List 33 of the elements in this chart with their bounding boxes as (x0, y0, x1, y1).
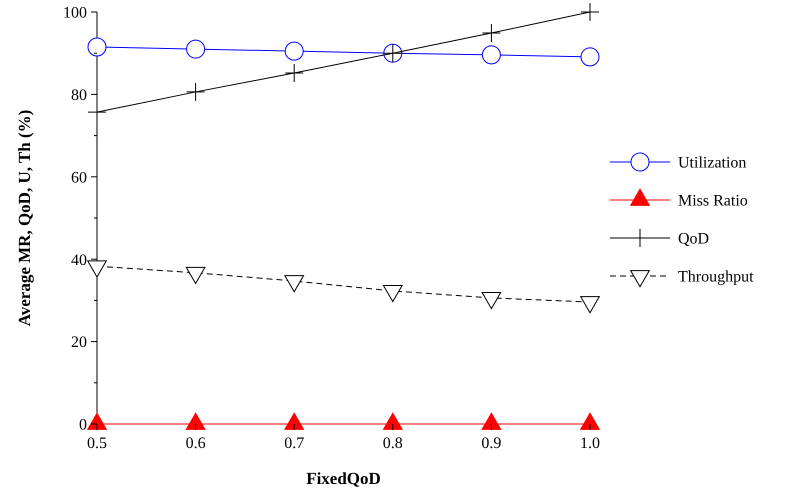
point (382, 412, 403, 430)
point (580, 412, 600, 430)
y-tick-label: 40 (71, 252, 87, 269)
x-tick-label: 1.0 (580, 435, 600, 452)
x-axis-title: FixedQoD (306, 469, 381, 488)
point (186, 82, 206, 102)
point (284, 412, 304, 430)
point (186, 412, 206, 430)
point (482, 24, 501, 43)
x-tick-label: 0.6 (186, 435, 206, 452)
y-tick-label: 80 (71, 87, 87, 104)
point (580, 2, 600, 22)
y-axis-title: Average MR, QoD, U, Th (%) (15, 110, 34, 326)
x-tick-label: 0.8 (382, 435, 403, 452)
legend-label: Utilization (678, 154, 746, 172)
point (87, 412, 107, 430)
point (284, 42, 304, 61)
x-tick-label: 0.7 (284, 435, 304, 452)
point (482, 412, 502, 430)
point (88, 38, 106, 57)
x-tick-label: 0.9 (481, 435, 502, 452)
y-tick-label: 60 (71, 169, 87, 186)
point (284, 63, 304, 82)
point (186, 40, 206, 59)
legend-label: QoD (678, 230, 710, 248)
point (482, 45, 501, 64)
y-tick-label: 0 (79, 416, 87, 434)
legend-label: Throughput (678, 268, 754, 286)
legend-label: Miss Ratio (678, 192, 748, 210)
y-tick-label: 20 (71, 334, 87, 352)
x-tick-label: 0.5 (87, 435, 107, 452)
y-tick-label: 100 (63, 4, 87, 22)
point (580, 47, 600, 66)
